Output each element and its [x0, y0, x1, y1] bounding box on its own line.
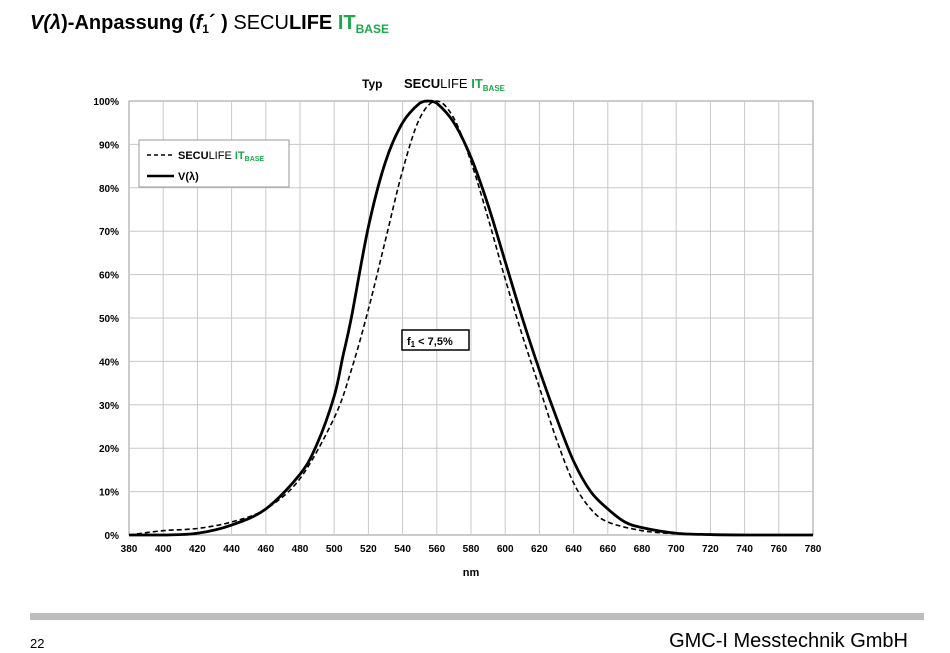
x-tick-label: 400	[155, 544, 172, 555]
x-tick-label: 640	[565, 544, 582, 555]
y-tick-label: 0%	[105, 531, 120, 542]
x-tick-label: 440	[223, 544, 240, 555]
series-line-seculife	[128, 100, 813, 536]
title-close: ´ )	[208, 12, 234, 34]
x-tick-label: 700	[668, 544, 685, 555]
y-tick-label: 70%	[99, 227, 119, 238]
x-tick-label: 780	[805, 544, 822, 555]
chart-typ-label: Typ	[362, 77, 382, 91]
x-tick-label: 540	[394, 544, 411, 555]
chart-title-it: IT	[471, 76, 483, 91]
x-tick-label: 560	[428, 544, 445, 555]
title-f: f	[195, 12, 203, 34]
y-tick-label: 50%	[99, 314, 119, 325]
x-axis-label: nm	[463, 567, 480, 579]
x-tick-label: 380	[121, 544, 138, 555]
chart-title: SECULIFE ITBASE	[404, 76, 506, 93]
x-tick-label: 740	[736, 544, 753, 555]
chart-title-life: LIFE	[440, 76, 471, 91]
title-brand-secu: SECU	[233, 12, 289, 34]
y-tick-label: 40%	[99, 357, 119, 368]
annotation-f-sub: 1	[411, 340, 416, 349]
chart-title-secu: SECU	[404, 76, 440, 91]
x-tick-label: 600	[497, 544, 514, 555]
x-tick-label: 520	[360, 544, 377, 555]
title-v: V(	[30, 12, 50, 34]
x-tick-label: 720	[702, 544, 719, 555]
y-tick-label: 30%	[99, 401, 119, 412]
spectral-chart: Typ SECULIFE ITBASE 380 400 420 440 460 480 50…	[93, 76, 821, 579]
chart-title-base: BASE	[483, 84, 506, 93]
legend-base: BASE	[245, 156, 265, 163]
axis-ticks: 380 400 420 440 460 480 500 520 540 560 580 600 620 6…	[93, 97, 821, 555]
y-tick-label: 20%	[99, 444, 119, 455]
x-tick-label: 480	[292, 544, 309, 555]
grid	[128, 100, 814, 536]
annotation-text: f1 < 7,5%	[407, 336, 453, 349]
legend-box	[138, 139, 290, 188]
y-tick-label: 100%	[93, 97, 119, 108]
page-title: V(λ)-Anpassung (f1´ ) SECULIFE ITBASE	[30, 8, 389, 44]
x-tick-label: 660	[599, 544, 616, 555]
y-tick-label: 10%	[99, 488, 119, 499]
page-number: 22	[30, 636, 45, 651]
x-tick-label: 420	[189, 544, 206, 555]
title-f-sub: 1	[202, 22, 209, 37]
x-tick-label: 620	[531, 544, 548, 555]
f1-annotation: f1 < 7,5%	[401, 329, 470, 351]
x-tick-label: 580	[463, 544, 480, 555]
legend-life: LIFE	[209, 150, 235, 162]
title-brand-base: BASE	[355, 22, 389, 37]
annotation-box	[401, 329, 470, 351]
legend-label-secu: SECULIFE ITBASE	[178, 150, 264, 163]
company-name: GMC-I Messtechnik GmbH	[669, 630, 908, 652]
y-tick-label: 80%	[99, 184, 119, 195]
x-tick-label: 460	[257, 544, 274, 555]
title-lambda: λ	[50, 12, 62, 34]
y-tick-label: 60%	[99, 271, 119, 282]
title-brand-it: IT	[337, 12, 356, 34]
y-tick-label: 90%	[99, 140, 119, 151]
x-tick-label: 680	[634, 544, 651, 555]
legend: SECULIFE ITBASE V(λ)	[138, 139, 290, 188]
legend-it: IT	[235, 150, 245, 162]
series	[128, 99, 813, 537]
title-brand-life: LIFE	[288, 12, 338, 34]
x-tick-label: 500	[326, 544, 343, 555]
footer-divider	[30, 613, 924, 620]
x-tick-label: 760	[770, 544, 787, 555]
series-line-v-lambda	[129, 99, 813, 537]
annotation-f: f	[407, 336, 411, 348]
title-anpassung: )-Anpassung (	[61, 12, 196, 34]
legend-label-vlambda: V(λ)	[178, 171, 199, 183]
legend-secu: SECU	[178, 150, 209, 162]
annotation-rest: < 7,5%	[415, 336, 453, 348]
